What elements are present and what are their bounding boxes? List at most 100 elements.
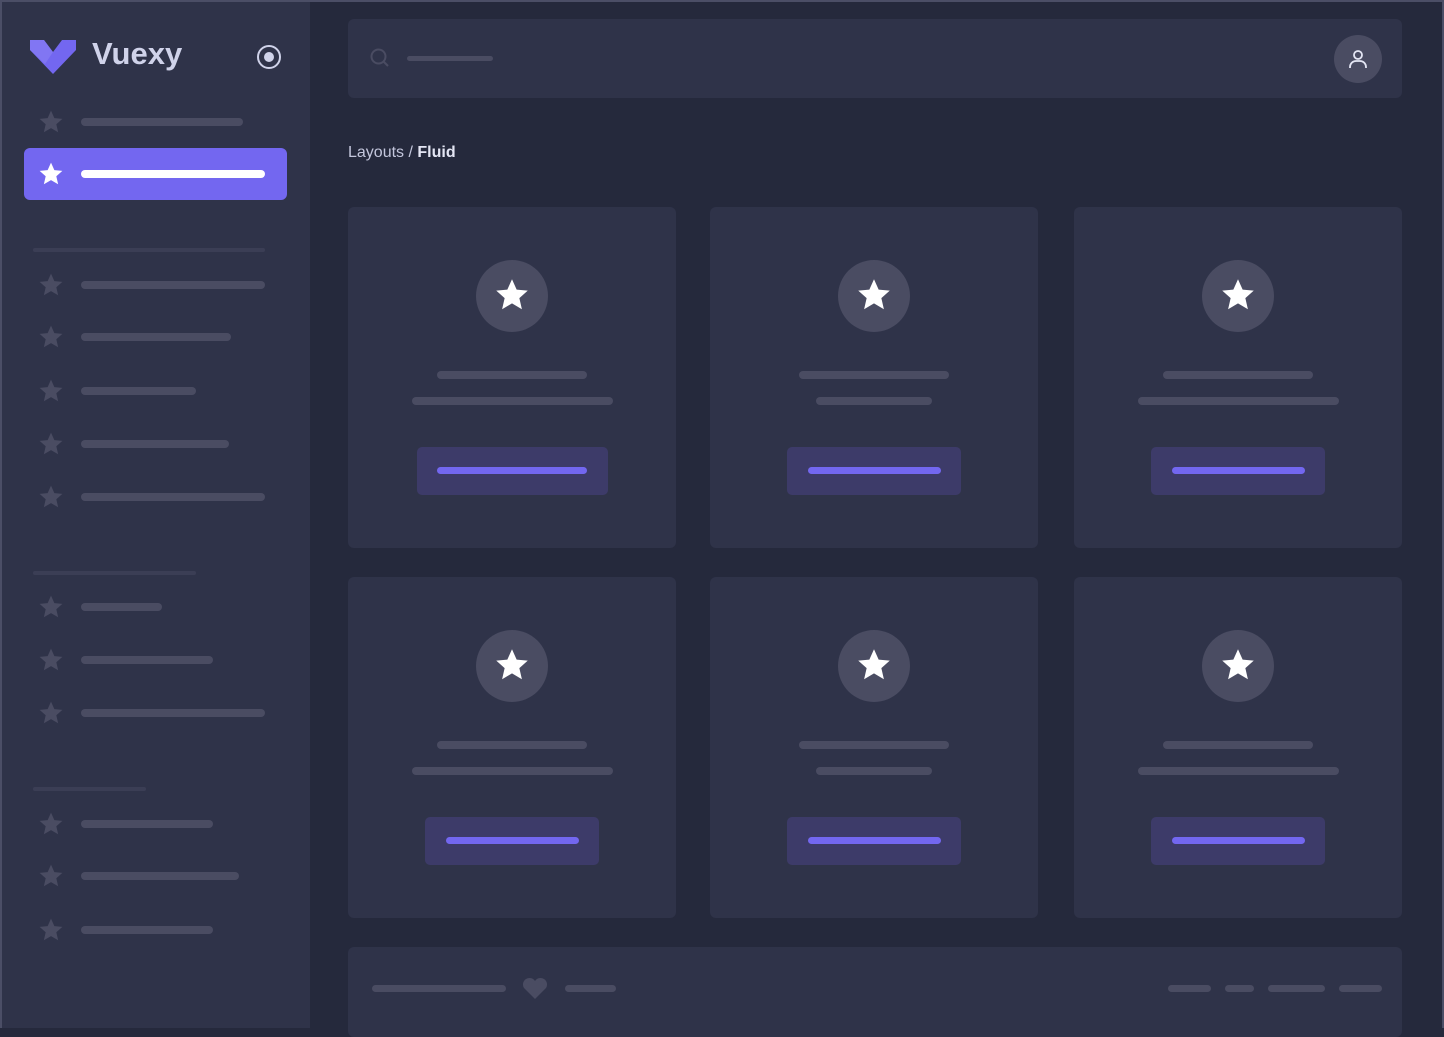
breadcrumb: Layouts / Fluid — [348, 144, 456, 162]
footer — [348, 947, 1402, 1037]
card-title — [1163, 371, 1313, 379]
sidebar-item-label — [81, 333, 231, 341]
sidebar-section-header — [33, 787, 146, 791]
sidebar-section-header — [33, 571, 196, 575]
star-icon — [858, 279, 890, 310]
footer-link[interactable] — [1168, 985, 1211, 992]
sidebar-item-label — [81, 118, 243, 126]
star-icon — [39, 432, 63, 455]
brand-name: Vuexy — [92, 36, 183, 71]
avatar[interactable] — [1334, 35, 1382, 83]
sidebar-item[interactable] — [24, 311, 287, 363]
card-description — [816, 397, 932, 405]
sidebar-item[interactable] — [24, 904, 287, 956]
card-icon-wrap — [1202, 260, 1274, 332]
user-icon — [1349, 50, 1367, 68]
breadcrumb-current: Fluid — [417, 144, 456, 161]
heart-icon — [522, 977, 548, 999]
star-icon — [39, 273, 63, 296]
card-title — [437, 371, 587, 379]
sidebar-item-label — [81, 281, 265, 289]
card-button-label — [807, 467, 941, 474]
feature-card — [348, 577, 676, 918]
feature-card — [348, 207, 676, 548]
sidebar-item[interactable] — [24, 148, 287, 200]
card-icon-wrap — [1202, 630, 1274, 702]
star-icon — [39, 325, 63, 348]
sidebar-item[interactable] — [24, 471, 287, 523]
card-icon-wrap — [476, 630, 548, 702]
sidebar-item-label — [81, 820, 213, 828]
star-icon — [39, 918, 63, 941]
feature-card — [1074, 207, 1402, 548]
card-button-label — [807, 837, 941, 844]
footer-text — [372, 985, 506, 992]
top-navbar — [348, 19, 1402, 98]
card-title — [799, 371, 949, 379]
sidebar: Vuexy — [0, 0, 310, 1028]
vuexy-logo — [30, 40, 76, 74]
star-icon — [39, 701, 63, 724]
star-icon — [39, 864, 63, 887]
card-description — [1137, 397, 1339, 405]
feature-card — [710, 577, 1038, 918]
card-button-label — [445, 837, 579, 844]
card-button-label — [1171, 467, 1305, 474]
card-button-label — [437, 467, 587, 474]
breadcrumb-separator: / — [404, 144, 418, 161]
sidebar-item-label — [81, 170, 265, 178]
card-button[interactable] — [787, 817, 961, 865]
star-icon — [39, 812, 63, 835]
footer-link[interactable] — [1225, 985, 1254, 992]
sidebar-item-label — [81, 440, 229, 448]
sidebar-item[interactable] — [24, 96, 287, 148]
search-icon[interactable] — [370, 48, 390, 68]
card-icon-wrap — [838, 630, 910, 702]
sidebar-section-header — [33, 248, 265, 252]
sidebar-item[interactable] — [24, 365, 287, 417]
sidebar-item-label — [81, 926, 213, 934]
sidebar-item[interactable] — [24, 850, 287, 902]
sidebar-item[interactable] — [24, 687, 287, 739]
sidebar-item-label — [81, 603, 162, 611]
radio-circle-icon[interactable] — [257, 45, 281, 69]
card-button[interactable] — [1151, 447, 1325, 495]
card-button-label — [1171, 837, 1305, 844]
card-button[interactable] — [787, 447, 961, 495]
card-description — [816, 767, 932, 775]
card-button[interactable] — [425, 817, 599, 865]
card-title — [799, 741, 949, 749]
star-icon — [496, 649, 528, 680]
card-icon-wrap — [838, 260, 910, 332]
card-title — [437, 741, 587, 749]
star-icon — [858, 649, 890, 680]
star-icon — [39, 648, 63, 671]
breadcrumb-parent[interactable]: Layouts — [348, 144, 405, 161]
card-description — [411, 397, 613, 405]
sidebar-item[interactable] — [24, 418, 287, 470]
sidebar-item[interactable] — [24, 634, 287, 686]
feature-card — [1074, 577, 1402, 918]
sidebar-item-label — [81, 493, 265, 501]
card-description — [1137, 767, 1339, 775]
sidebar-item[interactable] — [24, 798, 287, 850]
star-icon — [1222, 649, 1254, 680]
star-icon — [39, 379, 63, 402]
card-title — [1163, 741, 1313, 749]
star-icon — [39, 485, 63, 508]
card-button[interactable] — [416, 447, 608, 495]
sidebar-item-label — [81, 656, 213, 664]
card-button[interactable] — [1151, 817, 1325, 865]
search-input[interactable] — [407, 56, 493, 61]
footer-link[interactable] — [1268, 985, 1325, 992]
star-icon — [1222, 279, 1254, 310]
card-icon-wrap — [476, 260, 548, 332]
star-icon — [496, 279, 528, 310]
sidebar-item-label — [81, 709, 265, 717]
star-icon — [39, 110, 63, 133]
feature-card — [710, 207, 1038, 548]
footer-link[interactable] — [1339, 985, 1382, 992]
star-icon — [39, 595, 63, 618]
sidebar-item[interactable] — [24, 581, 287, 633]
sidebar-item[interactable] — [24, 259, 287, 311]
